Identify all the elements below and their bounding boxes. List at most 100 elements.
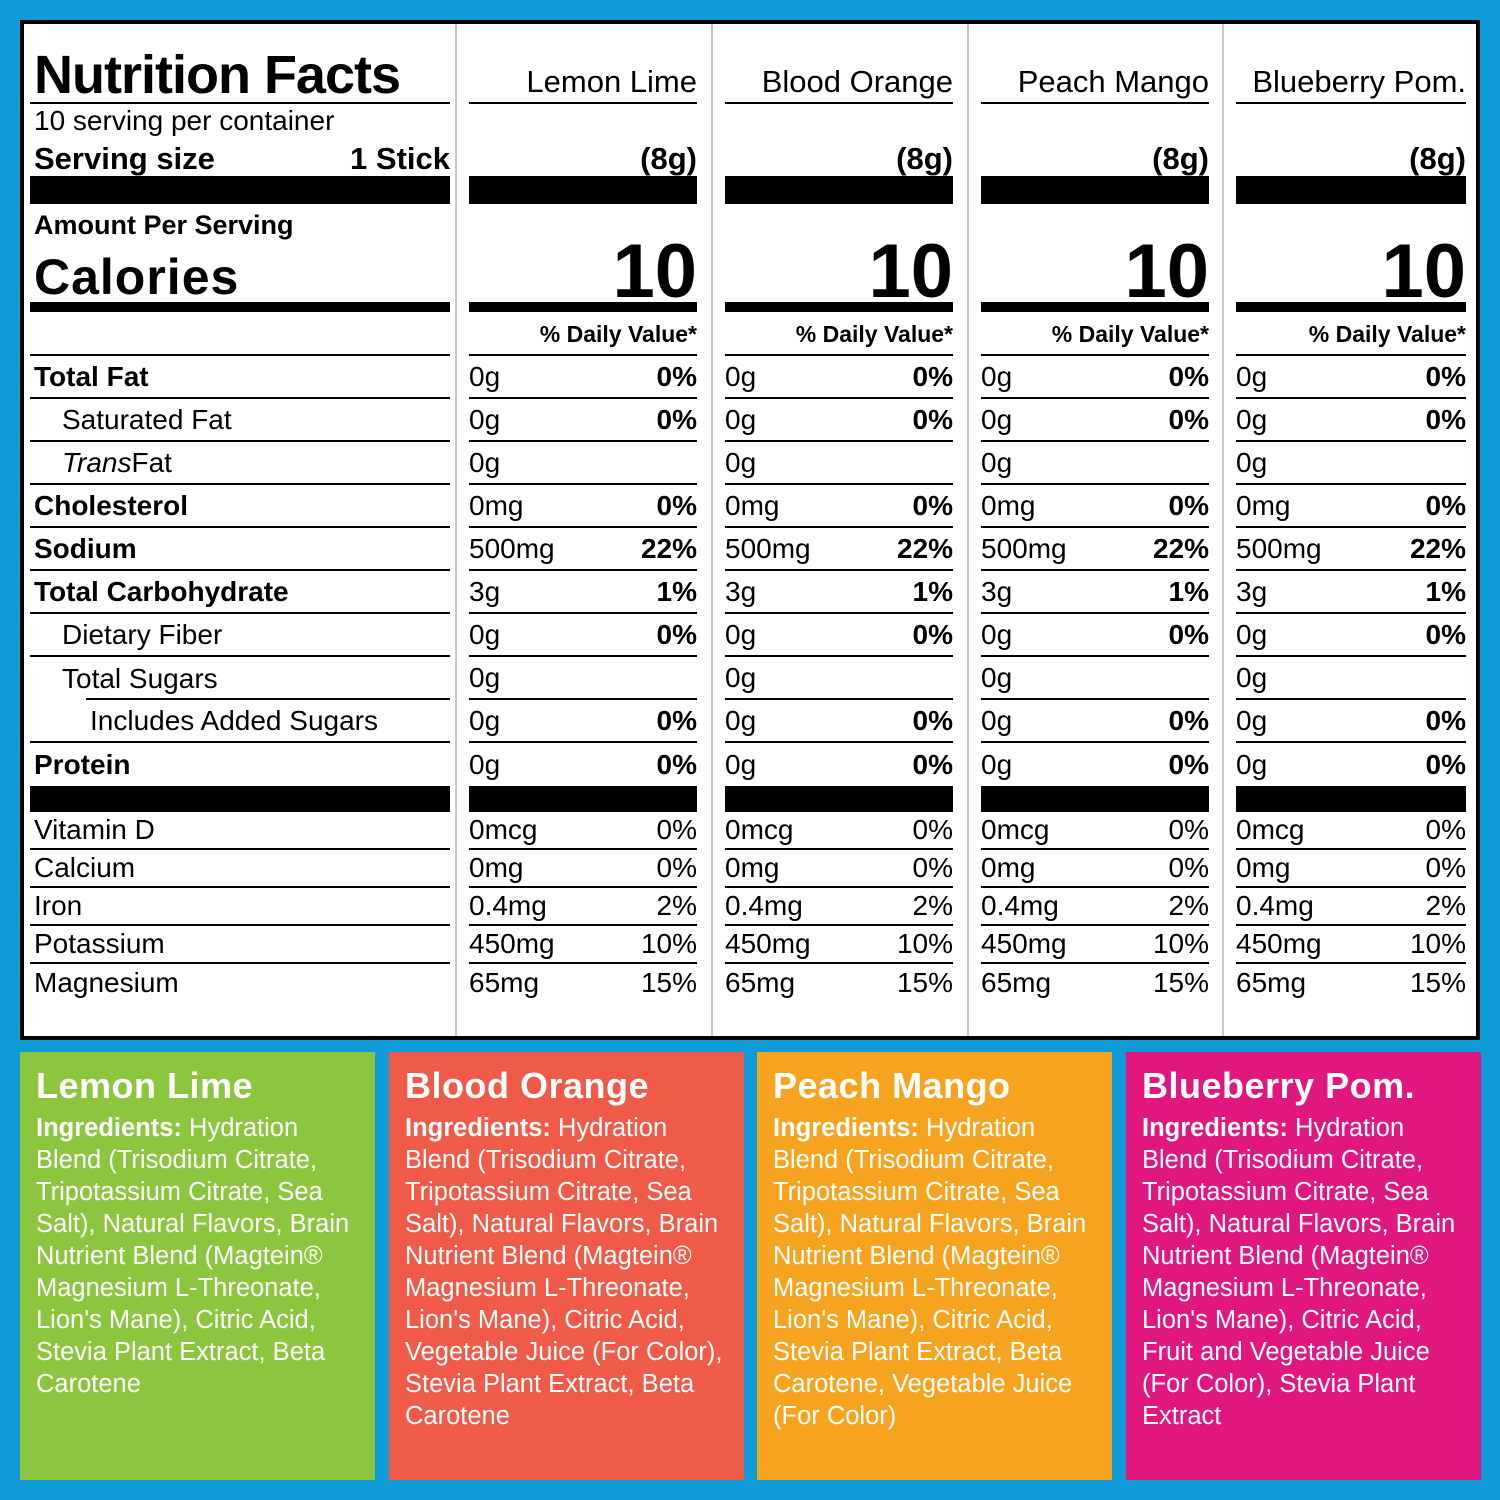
daily-value: 0% (1168, 852, 1209, 883)
daily-value: 0% (912, 704, 953, 736)
amount: 0g (981, 403, 1013, 435)
nutrient-label: Cholesterol (30, 485, 450, 528)
nutrient-label-rows: Total Fat Saturated Fat Trans Fat Cholester… (30, 356, 450, 1002)
amount: 0.4mg (469, 890, 547, 921)
calories-value: 10 (868, 229, 953, 314)
daily-value: 2% (656, 890, 697, 921)
thick-divider-bar (1236, 786, 1466, 812)
nutrient-value: 0mg 0% (469, 485, 697, 528)
amount: 450mg (981, 928, 1067, 959)
daily-value: 0% (656, 360, 697, 392)
daily-value: 15% (1152, 967, 1209, 998)
daily-value: 0% (1425, 748, 1466, 780)
thick-rule (981, 302, 1209, 312)
nutrient-value: 0g (725, 657, 953, 700)
nutrient-value: 65mg 15% (469, 964, 697, 1002)
thick-divider-bar (981, 786, 1209, 812)
flavor-box-peach-mango: Peach Mango Ingredients: Hydration Blend… (757, 1052, 1112, 1480)
daily-value: 22% (1409, 532, 1466, 564)
amount: 0mg (725, 852, 780, 883)
amount: 0g (981, 446, 1013, 478)
daily-value: 0% (912, 403, 953, 435)
flavor-box-title: Peach Mango (773, 1065, 1011, 1106)
flavor-box-blueberry-pom: Blueberry Pom. Ingredients: Hydration Bl… (1126, 1052, 1481, 1480)
amount: 0g (1236, 360, 1268, 392)
nutrient-value: 500mg 22% (981, 528, 1209, 571)
nutrient-value: 0mg 0% (469, 850, 697, 888)
amount: 0mcg (469, 814, 538, 845)
nutrient-value: 0g 0% (1236, 700, 1466, 743)
amount: 0g (981, 661, 1013, 693)
daily-value: 0% (1425, 704, 1466, 736)
nutrient-value: 0g 0% (725, 743, 953, 786)
label-column: Nutrition Facts 10 serving per container… (30, 36, 450, 1036)
nutrient-value: 0g (981, 657, 1209, 700)
amount: 0g (725, 661, 757, 693)
amount: 0g (981, 704, 1013, 736)
nutrient-value-rows: 0g 0% 0g 0% 0g 0mg 0% 500mg 22% 3g 1% 0g 0% 0g 0g 0% 0g 0… (725, 356, 953, 1002)
daily-value: 1% (912, 575, 953, 607)
thick-divider-bar (725, 786, 953, 812)
thick-rule (469, 302, 697, 312)
daily-value: 10% (1152, 928, 1209, 959)
nutrient-value: 3g 1% (469, 571, 697, 614)
nutrient-value: 3g 1% (981, 571, 1209, 614)
calories-value: 10 (612, 229, 697, 314)
amount: 0g (469, 661, 501, 693)
amount: 3g (469, 575, 501, 607)
nutrient-label: Total Sugars (30, 657, 450, 700)
amount-per-serving-label: Amount Per Serving (34, 210, 294, 240)
nutrient-value: 0g 0% (725, 399, 953, 442)
amount: 0g (469, 403, 501, 435)
nutrient-label: Total Carbohydrate (30, 571, 450, 614)
amount: 0mcg (725, 814, 794, 845)
nutrient-value: 0mg 0% (1236, 485, 1466, 528)
ingredients-text: Ingredients: Hydration Blend (Trisodium … (405, 1114, 723, 1430)
nutrient-value: 0.4mg 2% (469, 888, 697, 926)
nutrient-value-rows: 0g 0% 0g 0% 0g 0mg 0% 500mg 22% 3g 1% 0g 0% 0g 0g 0% 0g 0… (981, 356, 1209, 1002)
nutrient-value: 0g 0% (469, 356, 697, 399)
serving-weight: (8g) (1152, 141, 1209, 176)
nutrient-value: 0g 0% (1236, 399, 1466, 442)
calories-label: Calories (34, 249, 240, 305)
nutrient-value: 0g 0% (725, 700, 953, 743)
amount: 0.4mg (1236, 890, 1314, 921)
column-divider (455, 24, 457, 1036)
flavor-box-title: Lemon Lime (36, 1065, 254, 1106)
daily-value: 0% (1425, 360, 1466, 392)
amount: 0mg (469, 852, 524, 883)
nutrient-value: 0g 0% (981, 356, 1209, 399)
nutrient-value: 0g 0% (469, 700, 697, 743)
nutrient-value: 0mcg 0% (469, 812, 697, 850)
amount: 0g (1236, 403, 1268, 435)
nutrient-value: 450mg 10% (1236, 926, 1466, 964)
amount: 0g (981, 748, 1013, 780)
flavor-box-title: Blood Orange (405, 1065, 650, 1106)
daily-value: 0% (1425, 618, 1466, 650)
daily-value: 0% (1168, 814, 1209, 845)
amount: 0g (981, 618, 1013, 650)
daily-value-spacer (30, 312, 450, 356)
flavor-column-lemon-lime: Lemon Lime (8g) 10 % Daily Value* 0g 0% 0g… (469, 36, 697, 1036)
nutrient-label: Iron (30, 888, 450, 926)
daily-value: 22% (896, 532, 953, 564)
amount: 0mg (725, 489, 780, 521)
amount: 0g (1236, 446, 1268, 478)
nutrient-value: 0g 0% (469, 743, 697, 786)
serving-size-value: 1 Stick (350, 141, 450, 176)
amount: 500mg (981, 532, 1067, 564)
daily-value-header: % Daily Value* (469, 312, 697, 356)
nutrient-value: 0g 0% (469, 614, 697, 657)
column-divider (967, 24, 969, 1036)
amount: 0g (725, 748, 757, 780)
amount: 0g (725, 446, 757, 478)
nutrient-label: Dietary Fiber (30, 614, 450, 657)
daily-value: 0% (656, 852, 697, 883)
nutrient-label: Potassium (30, 926, 450, 964)
daily-value: 0% (656, 618, 697, 650)
flavor-column-header: Blood Orange (725, 36, 953, 104)
daily-value: 2% (912, 890, 953, 921)
amount: 0mg (1236, 489, 1291, 521)
flavor-column-header: Lemon Lime (469, 36, 697, 104)
